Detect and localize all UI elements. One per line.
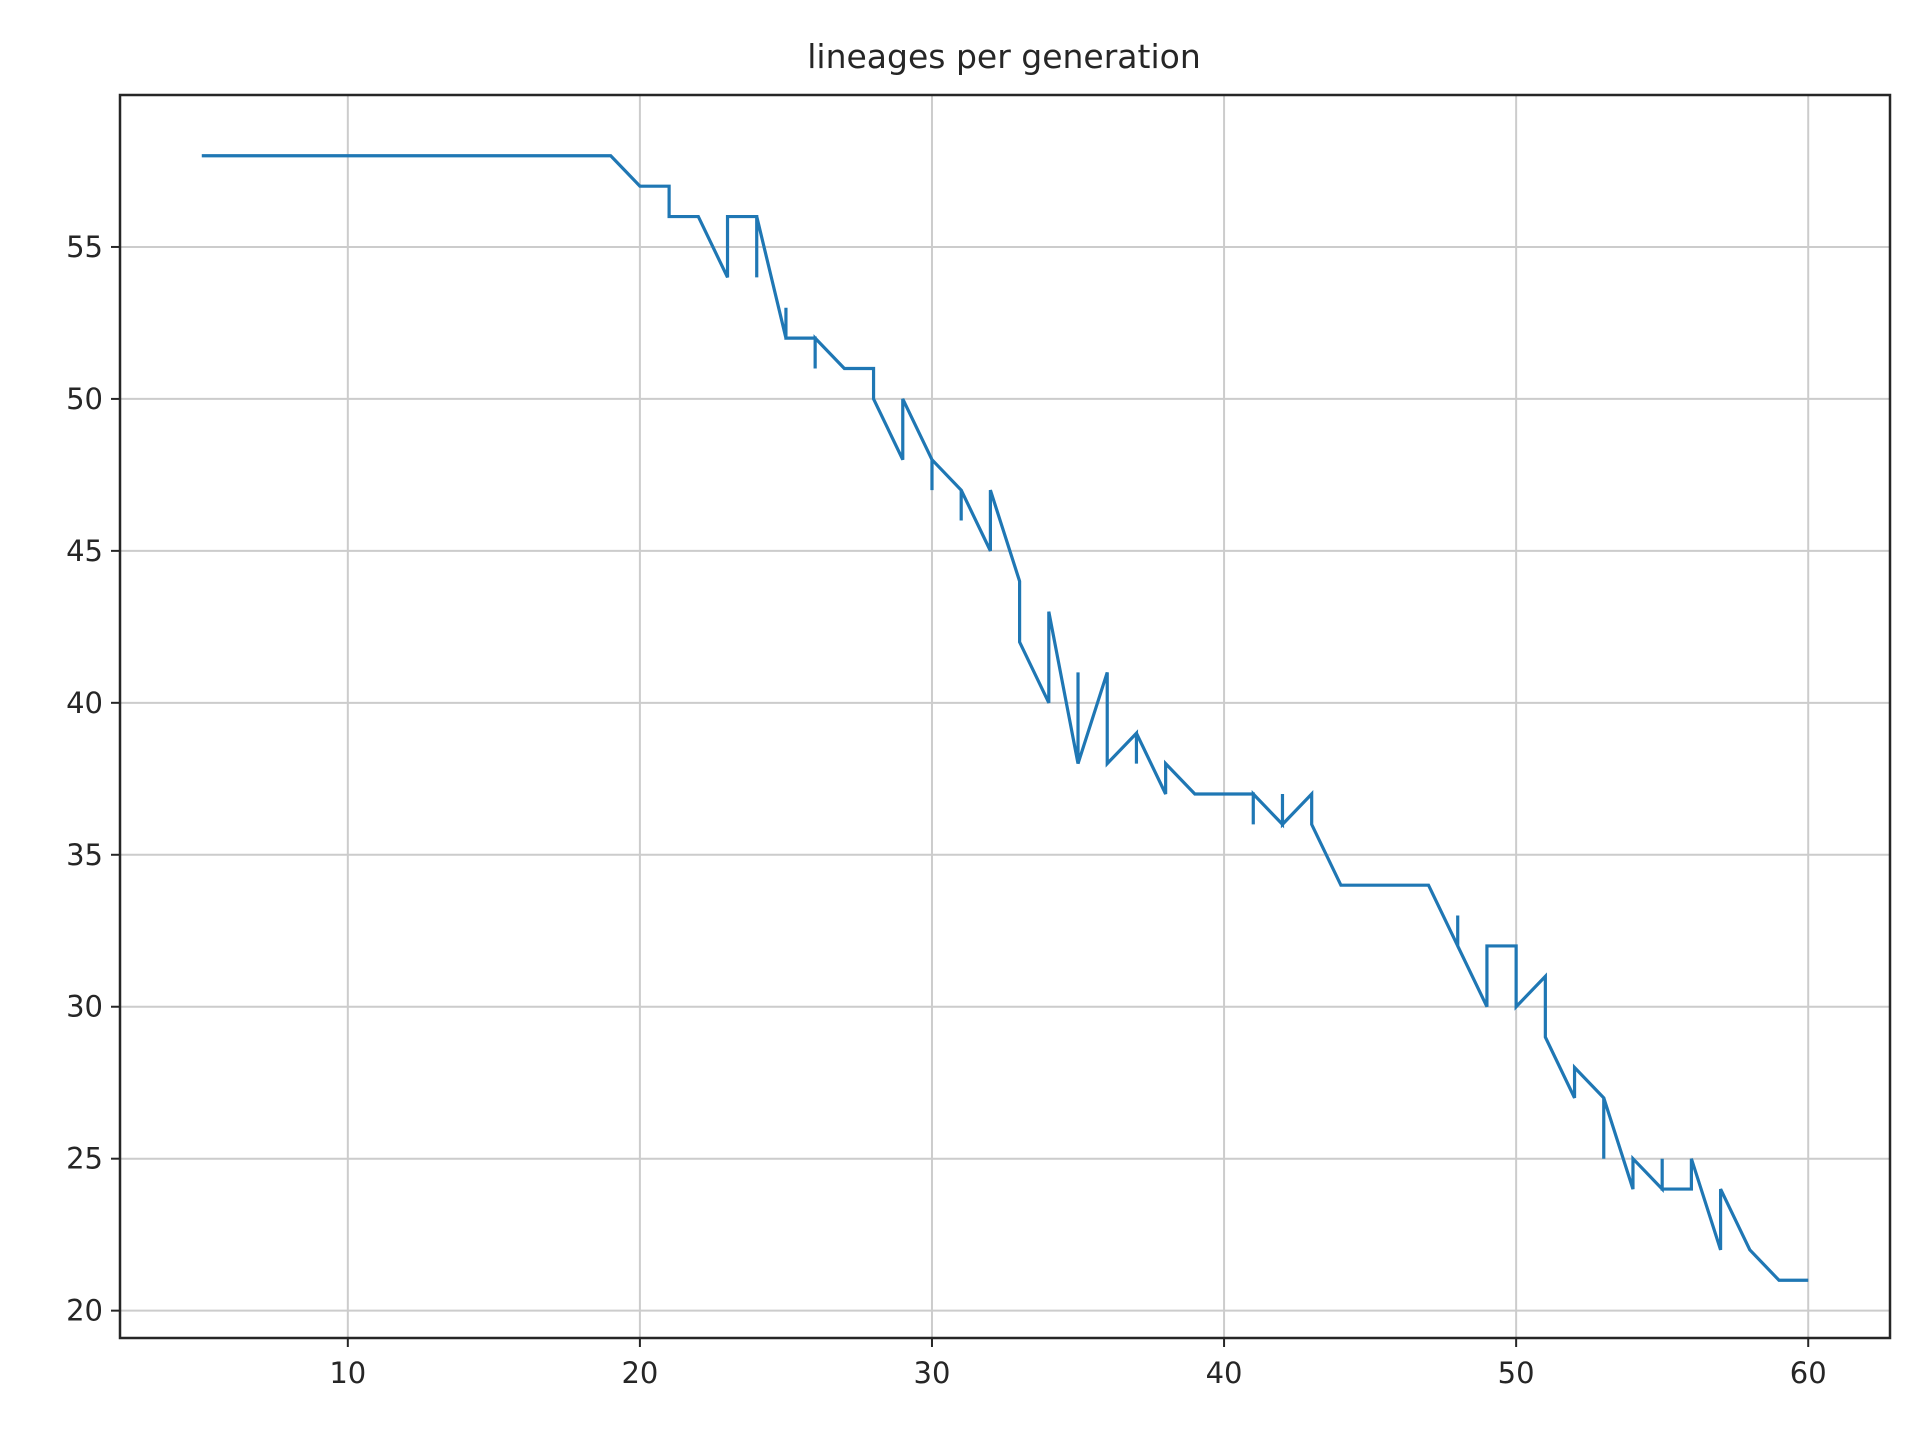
- y-tick-label: 55: [66, 230, 103, 264]
- x-tick-label: 20: [621, 1356, 658, 1390]
- y-tick-label: 25: [66, 1142, 103, 1176]
- x-tick-label: 10: [329, 1356, 366, 1390]
- chart-title: lineages per generation: [807, 37, 1201, 76]
- x-tick-label: 40: [1206, 1356, 1243, 1390]
- y-tick-label: 40: [66, 686, 103, 720]
- plot-frame: [118, 93, 1892, 1340]
- y-tick-label: 45: [66, 534, 103, 568]
- y-tick-label: 20: [66, 1294, 103, 1328]
- x-tick-label: 30: [914, 1356, 951, 1390]
- series-line: [201, 154, 1809, 1282]
- y-tick-label: 50: [66, 382, 103, 416]
- series-layer: [201, 154, 1809, 1282]
- axis-ticks: 10 20 30 40 50 60 20 25 30 35 40 45 50 55: [66, 230, 1827, 1390]
- grid-lines: [120, 95, 1890, 1338]
- y-tick-label: 30: [66, 990, 103, 1024]
- y-tick-label: 35: [66, 838, 103, 872]
- x-tick-label: 50: [1498, 1356, 1535, 1390]
- x-tick-label: 60: [1790, 1356, 1827, 1390]
